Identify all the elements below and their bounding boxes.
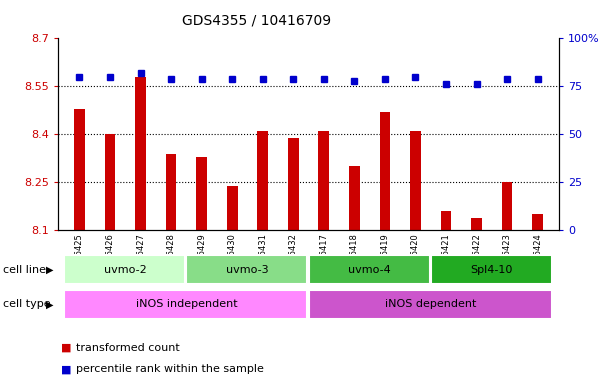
Text: percentile rank within the sample: percentile rank within the sample bbox=[76, 364, 264, 374]
Bar bbox=[186, 255, 307, 285]
Text: cell type: cell type bbox=[3, 299, 51, 310]
Bar bbox=[135, 77, 146, 230]
Bar bbox=[502, 182, 513, 230]
Bar bbox=[64, 290, 307, 319]
Text: Spl4-10: Spl4-10 bbox=[470, 265, 513, 275]
Bar bbox=[166, 154, 177, 230]
Bar bbox=[471, 218, 482, 230]
Bar bbox=[196, 157, 207, 230]
Text: ■: ■ bbox=[61, 343, 71, 353]
Text: ▶: ▶ bbox=[46, 299, 54, 310]
Bar bbox=[309, 255, 430, 285]
Bar bbox=[227, 185, 238, 230]
Text: GDS4355 / 10416709: GDS4355 / 10416709 bbox=[182, 13, 331, 27]
Text: uvmo-4: uvmo-4 bbox=[348, 265, 391, 275]
Text: cell line: cell line bbox=[3, 265, 46, 275]
Text: iNOS dependent: iNOS dependent bbox=[385, 299, 477, 310]
Bar bbox=[74, 109, 85, 230]
Bar bbox=[349, 166, 360, 230]
Bar bbox=[257, 131, 268, 230]
Bar bbox=[441, 211, 452, 230]
Text: iNOS independent: iNOS independent bbox=[136, 299, 237, 310]
Bar bbox=[410, 131, 421, 230]
Bar bbox=[288, 137, 299, 230]
Text: ■: ■ bbox=[61, 364, 71, 374]
Text: uvmo-2: uvmo-2 bbox=[104, 265, 147, 275]
Bar bbox=[309, 290, 552, 319]
Bar bbox=[379, 112, 390, 230]
Text: uvmo-3: uvmo-3 bbox=[226, 265, 269, 275]
Text: ▶: ▶ bbox=[46, 265, 54, 275]
Bar bbox=[318, 131, 329, 230]
Text: transformed count: transformed count bbox=[76, 343, 180, 353]
Bar bbox=[104, 134, 115, 230]
Bar bbox=[431, 255, 552, 285]
Bar bbox=[532, 214, 543, 230]
Bar bbox=[64, 255, 185, 285]
